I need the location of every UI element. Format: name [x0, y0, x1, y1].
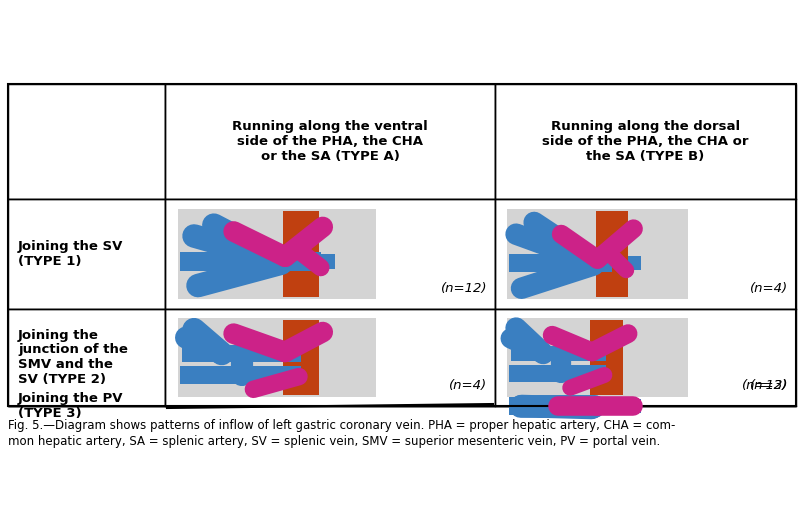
Bar [165, 199, 495, 309]
Text: Joining the
junction of the
SMV and the
SV (TYPE 2): Joining the junction of the SMV and the … [18, 328, 128, 387]
Bar [508, 365, 605, 382]
Bar [495, 309, 795, 406]
Text: Running along the ventral
side of the PHA, the CHA
or the SA (TYPE A): Running along the ventral side of the PH… [232, 120, 427, 163]
Bar [182, 345, 300, 362]
Bar [495, 199, 795, 309]
Bar [180, 365, 300, 384]
Text: (n=4): (n=4) [448, 379, 487, 392]
Text: Joining the SV
(TYPE 1): Joining the SV (TYPE 1) [18, 240, 123, 268]
Bar [8, 199, 165, 309]
Bar [283, 211, 318, 297]
Bar [627, 256, 640, 270]
Bar [495, 84, 795, 199]
Bar [180, 252, 320, 271]
Bar [595, 211, 627, 297]
Bar [507, 209, 687, 299]
Bar [318, 254, 334, 269]
Bar [178, 209, 376, 299]
Bar [178, 318, 376, 397]
Bar [508, 254, 611, 271]
Bar [8, 84, 795, 406]
Text: Fig. 5.—Diagram shows patterns of inflow of left gastric coronary vein. PHA = pr: Fig. 5.—Diagram shows patterns of inflow… [8, 419, 675, 432]
Text: Running along the dorsal
side of the PHA, the CHA or
the SA (TYPE B): Running along the dorsal side of the PHA… [541, 120, 748, 163]
Text: (n=12): (n=12) [440, 282, 487, 295]
Bar [508, 397, 611, 415]
Bar [511, 346, 605, 361]
Text: Joining the PV
(TYPE 3): Joining the PV (TYPE 3) [18, 392, 124, 420]
Text: (n=4): (n=4) [749, 282, 787, 295]
Bar [8, 309, 165, 406]
Bar [593, 404, 629, 408]
Bar [629, 399, 640, 413]
Text: (n=13): (n=13) [740, 379, 787, 392]
Bar [8, 84, 165, 199]
Text: (n=2): (n=2) [749, 379, 787, 392]
Bar [507, 318, 687, 397]
Text: mon hepatic artery, SA = splenic artery, SV = splenic vein, SMV = superior mesen: mon hepatic artery, SA = splenic artery,… [8, 435, 659, 448]
Bar [165, 84, 495, 199]
Bar [165, 309, 495, 406]
Bar [283, 320, 318, 395]
Bar [589, 320, 622, 395]
